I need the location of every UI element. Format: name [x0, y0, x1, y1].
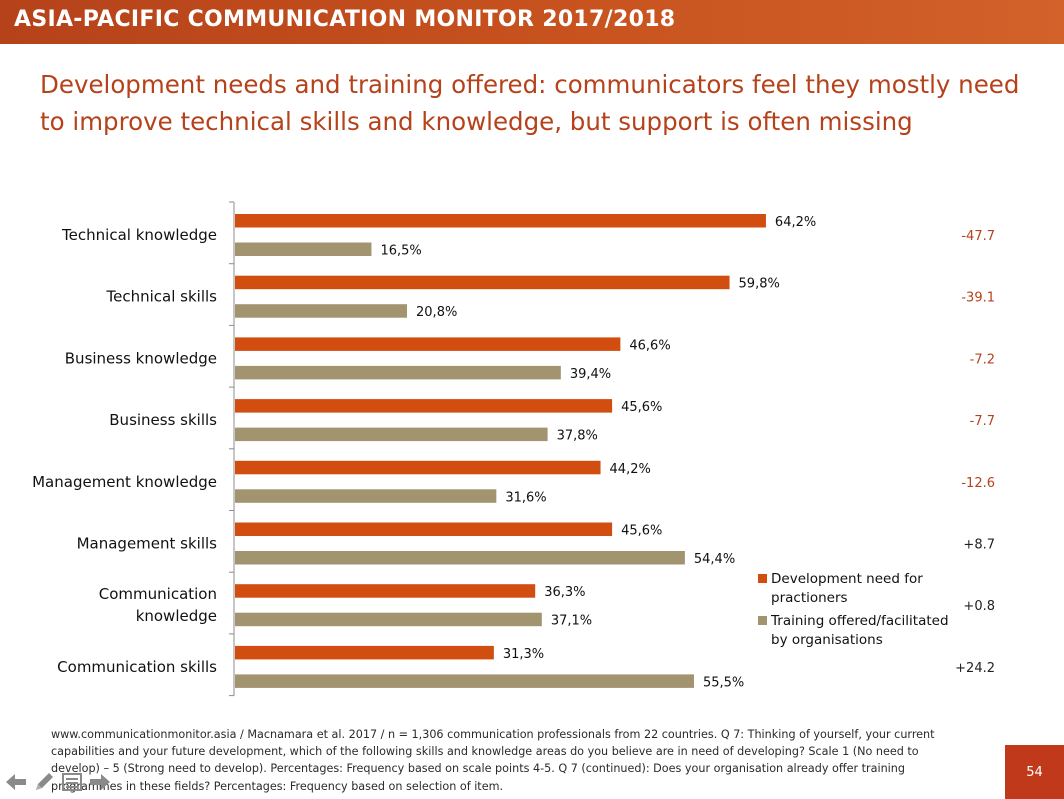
category-label: Management skills	[77, 535, 218, 553]
bar-training	[235, 551, 685, 565]
legend-label: practioners	[771, 590, 848, 606]
category-label: knowledge	[136, 607, 217, 625]
bar-need	[235, 460, 601, 475]
bar-need	[235, 214, 766, 228]
page-number-badge: 54	[1005, 745, 1064, 799]
difference-value: +8.7	[963, 538, 995, 553]
legend-swatch-training	[758, 616, 767, 625]
bar-need	[235, 584, 536, 598]
data-label: 54,4%	[694, 552, 735, 567]
data-label: 37,1%	[551, 614, 592, 629]
back-arrow-icon[interactable]	[4, 770, 28, 794]
bar-need	[235, 275, 730, 290]
navigation-controls	[4, 770, 124, 794]
bar-training	[235, 489, 497, 503]
forward-arrow-icon[interactable]	[88, 770, 112, 794]
bar-need	[235, 522, 613, 536]
data-label: 16,5%	[380, 244, 421, 259]
data-label: 64,2%	[775, 215, 816, 230]
difference-value: +0.8	[963, 599, 995, 614]
category-label: Business skills	[109, 411, 217, 429]
menu-icon[interactable]	[60, 770, 84, 794]
category-label: Communication skills	[57, 658, 217, 676]
bar-training	[235, 674, 694, 688]
slide-title: Development needs and training offered: …	[40, 70, 1020, 136]
bar-training	[235, 427, 548, 442]
category-label: Management knowledge	[32, 473, 217, 491]
data-label: 45,6%	[621, 400, 662, 415]
data-label: 31,3%	[503, 647, 544, 662]
bar-chart: Technical knowledge 64,2% 16,5% -47.7 Techni…	[32, 201, 995, 697]
difference-value: -47.7	[961, 229, 995, 244]
bar-training	[235, 612, 542, 627]
data-label: 37,8%	[557, 429, 598, 444]
pen-icon[interactable]	[32, 770, 56, 794]
category-label: Business knowledge	[65, 349, 217, 367]
legend-label: Development need for	[771, 571, 923, 587]
header-bar: ASIA-PACIFIC COMMUNICATION MONITOR 2017/…	[0, 0, 1064, 44]
data-label: 20,8%	[416, 305, 457, 320]
data-label: 46,6%	[629, 338, 670, 353]
legend-label: by organisations	[771, 632, 883, 648]
difference-value: +24.2	[955, 661, 995, 676]
bar-need	[235, 645, 494, 660]
page-number: 54	[1026, 764, 1043, 780]
data-label: 44,2%	[610, 462, 651, 477]
category-label: Technical knowledge	[61, 226, 217, 244]
header-title: ASIA-PACIFIC COMMUNICATION MONITOR 2017/…	[14, 7, 676, 32]
category-label: Technical skills	[106, 288, 218, 306]
data-label: 45,6%	[621, 524, 662, 539]
data-label: 36,3%	[544, 585, 585, 600]
difference-value: -7.7	[970, 414, 995, 429]
data-label: 31,6%	[505, 490, 546, 505]
data-label: 59,8%	[739, 277, 780, 292]
data-label: 55,5%	[703, 675, 744, 690]
footnote: www.communicationmonitor.asia / Macnamar…	[51, 728, 935, 793]
difference-value: -12.6	[961, 476, 995, 491]
legend-label: Training offered/facilitated	[770, 613, 949, 629]
difference-value: -39.1	[961, 291, 995, 306]
legend-swatch-need	[758, 574, 767, 583]
category-label: Communication	[99, 585, 217, 603]
bar-need	[235, 337, 621, 351]
bar-need	[235, 399, 613, 413]
bar-training	[235, 304, 408, 318]
data-label: 39,4%	[570, 367, 611, 382]
bar-training	[235, 365, 561, 380]
bar-training	[235, 242, 372, 256]
difference-value: -7.2	[970, 352, 995, 367]
